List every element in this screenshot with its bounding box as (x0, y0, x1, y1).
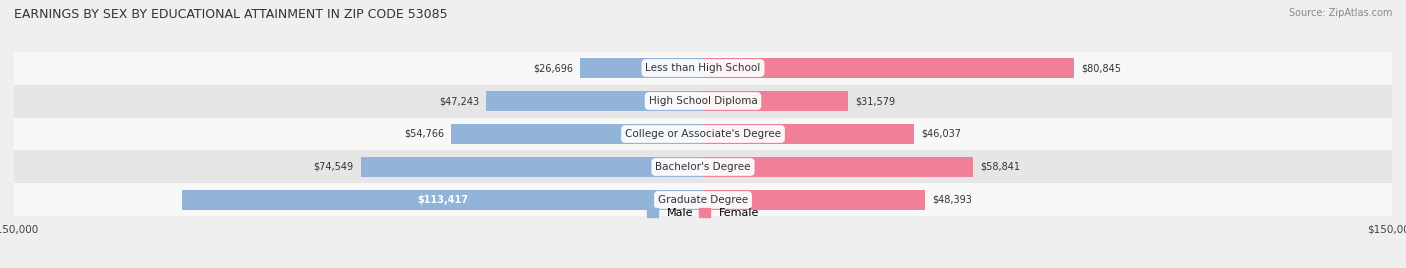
Text: High School Diploma: High School Diploma (648, 96, 758, 106)
Bar (14, 184, 1392, 217)
Text: $58,841: $58,841 (980, 162, 1021, 172)
Bar (14, 84, 1392, 117)
Bar (451, 124, 703, 144)
Text: $26,696: $26,696 (533, 63, 574, 73)
Text: $80,845: $80,845 (1081, 63, 1121, 73)
Text: $47,243: $47,243 (439, 96, 479, 106)
Text: $48,393: $48,393 (932, 195, 972, 205)
Bar (703, 157, 973, 177)
Text: EARNINGS BY SEX BY EDUCATIONAL ATTAINMENT IN ZIP CODE 53085: EARNINGS BY SEX BY EDUCATIONAL ATTAINMEN… (14, 8, 447, 21)
Text: Less than High School: Less than High School (645, 63, 761, 73)
Bar (581, 58, 703, 78)
Bar (360, 157, 703, 177)
Bar (14, 117, 1392, 151)
Bar (486, 91, 703, 111)
Text: Source: ZipAtlas.com: Source: ZipAtlas.com (1288, 8, 1392, 18)
Text: Graduate Degree: Graduate Degree (658, 195, 748, 205)
Bar (183, 190, 703, 210)
Text: $113,417: $113,417 (418, 195, 468, 205)
Text: $74,549: $74,549 (314, 162, 354, 172)
Bar (703, 91, 848, 111)
Bar (703, 124, 914, 144)
Legend: Male, Female: Male, Female (643, 204, 763, 223)
Text: $31,579: $31,579 (855, 96, 896, 106)
Bar (14, 151, 1392, 184)
Text: $46,037: $46,037 (921, 129, 962, 139)
Text: Bachelor's Degree: Bachelor's Degree (655, 162, 751, 172)
Bar (14, 51, 1392, 84)
Bar (703, 190, 925, 210)
Text: $54,766: $54,766 (405, 129, 444, 139)
Bar (703, 58, 1074, 78)
Text: College or Associate's Degree: College or Associate's Degree (626, 129, 780, 139)
